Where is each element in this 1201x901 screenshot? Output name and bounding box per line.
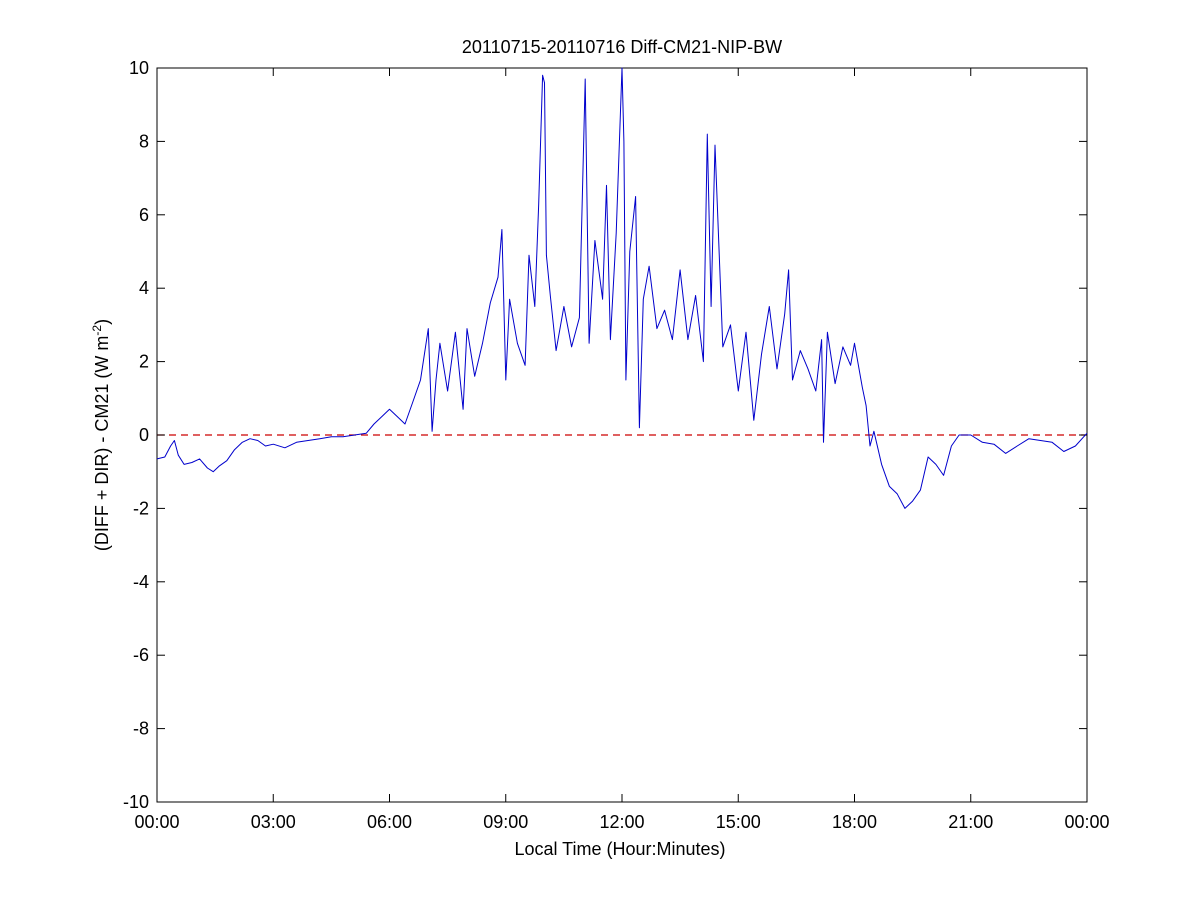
y-tick-label: -10 — [123, 792, 149, 812]
y-tick-label: -4 — [133, 572, 149, 592]
x-axis-label: Local Time (Hour:Minutes) — [514, 839, 725, 859]
data-series-line — [156, 67, 1088, 509]
x-tick-label: 00:00 — [134, 812, 179, 832]
x-tick-label: 21:00 — [948, 812, 993, 832]
y-tick-label: 4 — [139, 278, 149, 298]
y-axis-label-superscript: -2 — [90, 325, 104, 336]
x-tick-label: 18:00 — [832, 812, 877, 832]
y-tick-label: 8 — [139, 131, 149, 151]
y-axis-label-suffix: ) — [92, 319, 112, 325]
y-tick-label: -2 — [133, 498, 149, 518]
x-tick-label: 03:00 — [251, 812, 296, 832]
y-tick-label: -8 — [133, 719, 149, 739]
y-tick-label: 0 — [139, 425, 149, 445]
y-tick-label: -6 — [133, 645, 149, 665]
x-tick-label: 12:00 — [599, 812, 644, 832]
x-tick-label: 06:00 — [367, 812, 412, 832]
y-axis-label-main: (DIFF + DIR) - CM21 (W m — [92, 336, 112, 551]
y-tick-label: 10 — [129, 58, 149, 78]
plot-area: 00:00 03:00 06:00 09:00 12:00 15:00 18:00 21:00… — [123, 58, 1110, 832]
chart-title: 20110715-20110716 Diff-CM21-NIP-BW — [462, 37, 782, 57]
y-axis-label: (DIFF + DIR) - CM21 (W m-2) — [90, 319, 112, 551]
y-tick-label: 6 — [139, 205, 149, 225]
axes-box — [156, 67, 1088, 803]
x-tick-label: 09:00 — [483, 812, 528, 832]
x-tick-label: 00:00 — [1064, 812, 1109, 832]
y-tick-label: 2 — [139, 352, 149, 372]
x-tick-label: 15:00 — [716, 812, 761, 832]
